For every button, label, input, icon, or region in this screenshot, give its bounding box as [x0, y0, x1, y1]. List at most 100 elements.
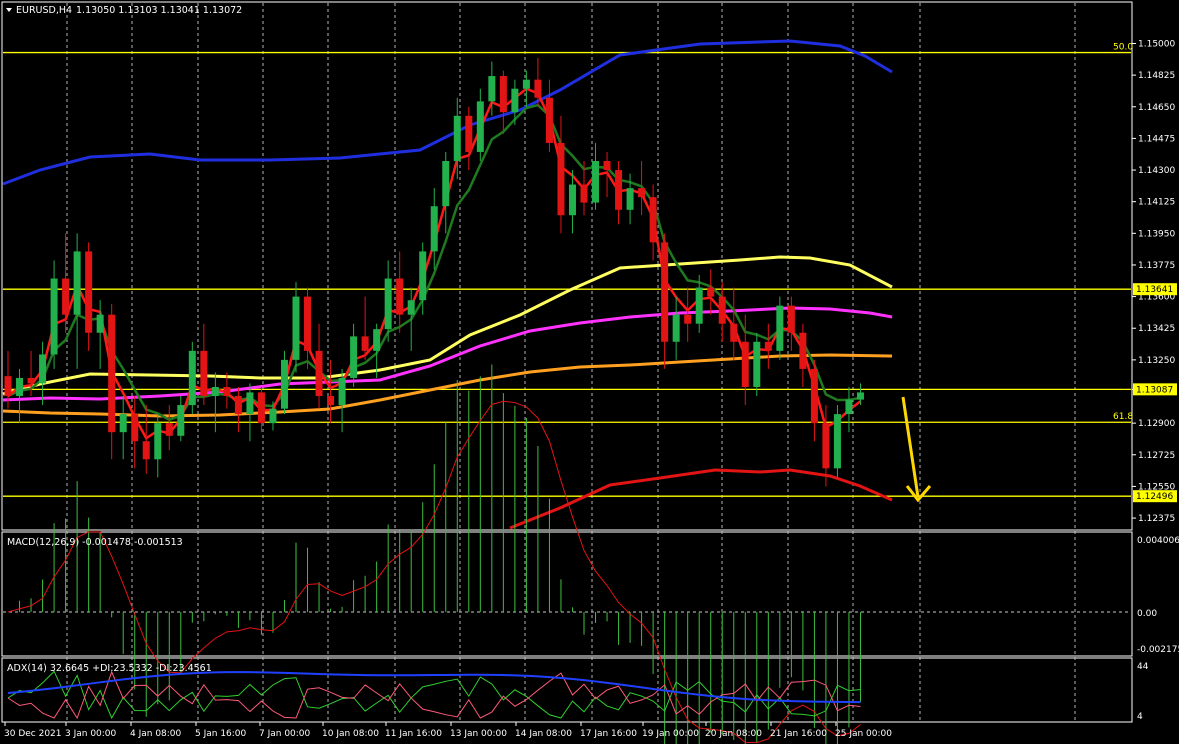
candle-body	[741, 341, 749, 387]
price-label: 1.12550	[1138, 482, 1175, 492]
price-label: 1.14475	[1138, 134, 1175, 144]
candle-body	[856, 392, 864, 400]
candle-body	[211, 386, 219, 397]
candle-body	[638, 188, 646, 198]
candle-body	[661, 242, 669, 342]
price-label: 1.13600	[1138, 293, 1175, 303]
time-label: 10 Jan 08:00	[322, 729, 379, 739]
candle-body	[465, 115, 473, 152]
level-price-box	[1133, 490, 1177, 503]
candle-body	[787, 305, 795, 333]
candle-body	[672, 314, 680, 342]
candle-body	[165, 423, 173, 436]
candle-body	[419, 251, 427, 301]
macd-axis-top: 0.004006	[1137, 536, 1179, 546]
macd-axis-bottom: -0.002175	[1137, 645, 1179, 655]
time-label: 5 Jan 16:00	[195, 729, 247, 739]
chart-header[interactable]: EURUSD,H4 1.13050 1.13103 1.13041 1.1307…	[6, 5, 242, 16]
macd-axis-zero: 0.00	[1137, 609, 1157, 619]
level-axis-labels: 1.13641 1.13087 1.12496	[1133, 283, 1177, 503]
time-label: 4 Jan 08:00	[130, 729, 182, 739]
macd-panel[interactable]	[1, 531, 1133, 657]
candle-body	[315, 350, 323, 397]
adx-panel[interactable]	[1, 657, 1133, 723]
symbol-menu-label[interactable]: EURUSD,H4	[16, 5, 72, 16]
candle-body	[16, 377, 24, 397]
candle-body	[592, 161, 600, 203]
macd-indicator	[7, 364, 861, 744]
candle-body	[580, 184, 588, 203]
candle-body	[407, 300, 415, 315]
macd-signal-line	[7, 400, 861, 744]
candle-body	[534, 79, 542, 98]
price-label: 1.13775	[1138, 261, 1175, 271]
upper-envelope-line	[2, 39, 893, 186]
candle-body	[292, 296, 300, 360]
main-price-panel[interactable]	[1, 1, 1133, 531]
price-label: 1.14825	[1138, 71, 1175, 81]
grid-lines	[3, 3, 1131, 721]
time-label: 13 Jan 00:00	[450, 729, 507, 739]
yellow-ma-line	[2, 255, 893, 396]
time-axis: 30 Dec 2021 3 Jan 00:00 4 Jan 08:00 5 Jan 1…	[4, 722, 892, 739]
candle-body	[615, 170, 623, 210]
candle-body	[62, 278, 70, 315]
candle-body	[119, 414, 127, 433]
candle-body	[269, 408, 277, 424]
time-label: 17 Jan 16:00	[580, 729, 637, 739]
orange-ma-line	[2, 353, 893, 418]
candle-body	[4, 376, 12, 397]
candle-body	[200, 350, 208, 397]
candle-body	[50, 278, 58, 355]
adx-axis-bottom: 4	[1137, 712, 1143, 722]
macd-title: MACD(12,26,9) -0.001478 -0.001513	[7, 537, 183, 548]
fib-level-label: 61.8	[1113, 412, 1133, 422]
candle-body	[603, 161, 611, 171]
candle-body	[430, 206, 438, 252]
price-label: 1.12900	[1138, 419, 1175, 429]
candle-body	[776, 305, 784, 351]
level-price-box	[1133, 383, 1177, 396]
adx-axis-top: 44	[1137, 662, 1149, 672]
candle-body	[545, 97, 553, 143]
candle-body	[499, 76, 507, 113]
candle-body	[177, 405, 185, 436]
candle-body	[810, 368, 818, 424]
candle-body	[453, 115, 461, 162]
time-label: 20 Jan 08:00	[705, 729, 762, 739]
candle-body	[327, 396, 335, 406]
level-price-label: 1.13087	[1136, 385, 1173, 395]
candle-body	[522, 79, 530, 89]
candle-body	[753, 341, 761, 387]
candle-body	[108, 314, 116, 433]
candle-body	[799, 332, 807, 369]
candle-body	[476, 101, 484, 152]
time-label: 30 Dec 2021	[4, 729, 62, 739]
candlesticks	[4, 57, 864, 487]
candle-body	[188, 350, 196, 406]
fib-level-label: 50.0	[1113, 43, 1133, 53]
candle-body	[246, 392, 254, 415]
ohlc-values: 1.13050 1.13103 1.13041 1.13072	[76, 5, 242, 16]
adx-indicator	[7, 670, 861, 720]
candle-body	[338, 377, 346, 406]
time-label: 3 Jan 00:00	[65, 729, 117, 739]
candle-body	[154, 423, 162, 460]
candle-body	[85, 251, 93, 333]
candle-body	[384, 278, 392, 330]
dropdown-triangle-icon[interactable]	[6, 8, 12, 12]
horizontal-levels[interactable]: 50.0 61.8	[3, 43, 1133, 497]
candle-body	[833, 414, 841, 469]
adx-title: ADX(14) 32.6645 +DI:23.5332 -DI:23.4561	[7, 663, 212, 674]
price-label: 1.12375	[1138, 514, 1175, 524]
candle-body	[39, 354, 47, 384]
time-label: 11 Jan 16:00	[385, 729, 442, 739]
time-label: 25 Jan 00:00	[835, 729, 892, 739]
down-arrow-drawing[interactable]	[901, 396, 932, 503]
candle-body	[350, 336, 358, 378]
time-label: 19 Jan 00:00	[642, 729, 699, 739]
price-label: 1.14650	[1138, 103, 1175, 113]
price-label: 1.12725	[1138, 451, 1175, 461]
lower-envelope-line	[509, 468, 893, 530]
